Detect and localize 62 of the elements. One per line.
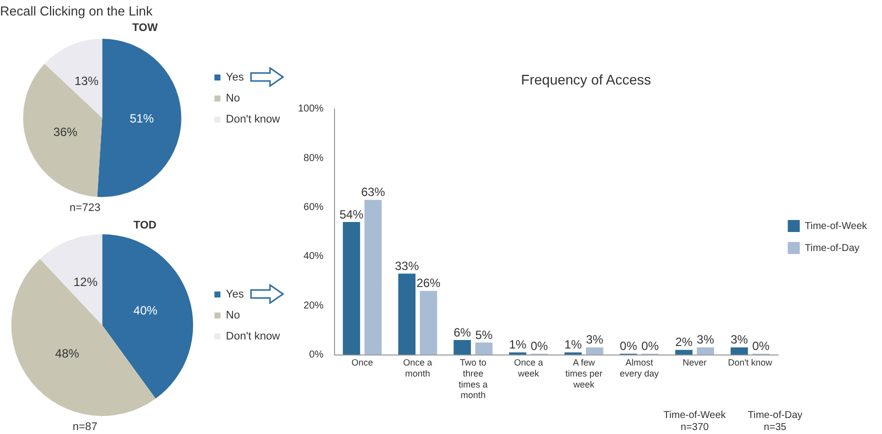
data-label: 3%	[730, 332, 748, 347]
data-label: 12%	[73, 275, 98, 290]
y-tick-label: 60%	[304, 202, 324, 213]
bar	[696, 347, 714, 355]
chart-subtitle: TOW	[132, 22, 158, 34]
data-label: 36%	[53, 124, 78, 139]
x-tick-label: Once a month	[403, 358, 432, 378]
legend-label: Time-of-Week	[804, 220, 868, 232]
chart-title: Frequency of Access	[521, 71, 651, 88]
data-label: 0%	[752, 339, 770, 354]
y-tick-label: 100%	[298, 104, 324, 115]
x-tick-label: Once a week	[514, 358, 543, 378]
y-tick-label: 20%	[304, 300, 324, 312]
data-label: 5%	[475, 328, 493, 342]
data-label: 3%	[586, 332, 604, 347]
bar	[364, 200, 382, 355]
data-label: 0%	[530, 339, 548, 354]
x-tick-label: Never	[682, 358, 707, 368]
text: n=723	[70, 202, 100, 214]
x-tick-label: Almost every day	[620, 358, 660, 378]
data-label: 63%	[361, 185, 386, 200]
x-tick-label: A few times per week	[565, 358, 602, 390]
y-tick-label: 80%	[304, 152, 324, 164]
x-tick-label: Two to three times a month	[458, 358, 488, 400]
data-label: 1%	[564, 338, 582, 352]
bar	[420, 290, 438, 355]
legend-label: No	[226, 92, 240, 105]
chart-title: Recall Clicking on the Link	[0, 3, 153, 18]
text: Time-of-Week n=370	[664, 410, 727, 433]
legend-label: Don't know	[226, 114, 280, 126]
data-label: 2%	[675, 335, 693, 350]
data-label: 1%	[509, 338, 527, 352]
data-label: 33%	[394, 258, 420, 273]
legend-label: Yes	[226, 72, 244, 84]
data-label: 26%	[416, 276, 441, 290]
bar	[475, 342, 493, 355]
legend-label: Yes	[226, 288, 244, 301]
data-label: 54%	[339, 207, 364, 222]
text: Time-of-Day n=35	[748, 410, 802, 433]
bar	[454, 340, 471, 355]
bar	[342, 222, 360, 355]
bar	[398, 274, 416, 355]
y-tick-label: 40%	[304, 251, 324, 262]
data-label: 40%	[133, 303, 158, 318]
data-label: 51%	[130, 111, 154, 126]
legend-label: Don't know	[226, 330, 280, 343]
data-label: 13%	[74, 74, 99, 88]
x-tick-label: Once	[352, 358, 374, 368]
bar	[675, 350, 693, 355]
data-label: 6%	[454, 325, 472, 340]
data-label: 3%	[696, 332, 714, 347]
text: n=87	[72, 421, 98, 434]
bar	[730, 347, 748, 355]
chart-title: TOD	[133, 220, 157, 232]
bar	[586, 347, 604, 355]
legend-label: No	[226, 310, 240, 322]
data-label: 0%	[620, 339, 638, 354]
legend-label: Time-of-Day	[804, 242, 860, 254]
data-label: 48%	[55, 346, 80, 360]
y-tick-label: 0%	[309, 350, 324, 361]
x-tick-label: Don't know	[728, 358, 773, 368]
data-label: 0%	[641, 339, 660, 354]
